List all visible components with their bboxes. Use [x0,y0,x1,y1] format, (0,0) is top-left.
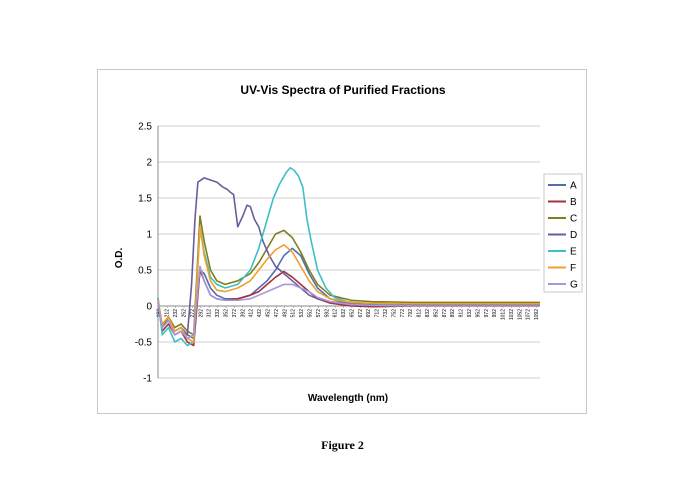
x-tick-label: 232 [173,309,179,318]
x-tick-label: 752 [391,309,397,318]
series-line-f [157,226,540,343]
y-tick-label: -0.5 [135,338,153,349]
series-line-g [157,265,540,340]
legend-label-g: G [570,280,578,291]
x-tick-label: 292 [198,309,204,318]
x-tick-label: 612 [333,309,339,318]
x-tick-label: 912 [459,309,465,318]
chart-title: UV-Vis Spectra of Purified Fractions [240,83,445,97]
x-tick-label: 792 [408,309,414,318]
x-tick-label: 772 [400,309,406,318]
x-tick-label: 1012 [501,309,507,320]
x-tick-label: 332 [215,309,221,318]
x-tick-label: 572 [316,309,322,318]
y-tick-label: 0 [146,302,152,313]
x-tick-label: 712 [375,309,381,318]
gridlines [158,125,540,379]
x-tick-label: 952 [475,309,481,318]
x-tick-label: 1032 [509,309,515,320]
x-tick-label: 992 [492,309,498,318]
x-tick-label: 1072 [526,309,532,320]
x-tick-label: 472 [274,309,280,318]
x-tick-label: 452 [265,309,271,318]
x-tick-label: 832 [425,309,431,318]
legend-label-a: A [570,181,577,192]
x-tick-label: 392 [240,309,246,318]
y-tick-label: 2.5 [138,122,152,133]
x-tick-label: 1052 [517,309,523,320]
x-tick-label: 932 [467,309,473,318]
x-tick-label: 732 [383,309,389,318]
x-tick-label: 372 [232,309,238,318]
axes [157,126,540,378]
x-tick-label: 512 [291,309,297,318]
legend-label-b: B [570,197,577,208]
chart-svg: UV-Vis Spectra of Purified Fractions O.D… [114,83,583,404]
series-line-b [157,269,540,347]
series-line-a [157,247,540,340]
x-tick-label: 692 [366,309,372,318]
x-tick-label: 812 [417,309,423,318]
series-lines [157,166,540,347]
y-tick-labels: -1 -0.5 0 0.5 1 1.5 2 2.5 [135,122,153,385]
x-tick-label: 1092 [534,309,540,320]
x-tick-label: 872 [442,309,448,318]
x-tick-label: 212 [165,309,171,318]
y-tick-label: 1 [146,230,152,241]
y-tick-label: -1 [143,374,152,385]
x-tick-label: 492 [282,309,288,318]
x-tick-label: 272 [190,309,196,318]
x-tick-label: 672 [358,309,364,318]
y-axis-label: O.D. [114,248,125,269]
x-tick-label: 412 [249,309,255,318]
x-tick-label: 252 [182,309,188,318]
x-tick-label: 892 [450,309,456,318]
chart-container: UV-Vis Spectra of Purified Fractions O.D… [97,69,587,414]
legend-label-c: C [570,214,577,225]
x-tick-label: 632 [341,309,347,318]
y-tick-label: 1.5 [138,194,152,205]
x-tick-label: 852 [433,309,439,318]
x-tick-label: 552 [307,309,313,318]
x-tick-label: 652 [349,309,355,318]
y-tick-label: 0.5 [138,266,152,277]
legend-box [543,173,583,293]
x-axis-label: Wavelength (nm) [308,393,388,404]
x-tick-label: 532 [299,309,305,318]
x-tick-label: 432 [257,309,263,318]
legend-label-d: D [570,230,577,241]
y-tick-label: 2 [146,158,152,169]
series-line-c [157,215,540,336]
series-line-e [157,166,540,347]
x-tick-labels: 192 212 232 252 272 292 312 332 352 372 392 412 432 4… [156,309,540,320]
legend-label-f: F [570,263,576,274]
x-tick-label: 312 [207,309,213,318]
figure-caption: Figure 2 [321,438,364,452]
x-tick-label: 352 [224,309,230,318]
legend-label-e: E [570,247,577,258]
x-tick-label: 972 [484,309,490,318]
x-tick-label: 592 [324,309,330,318]
